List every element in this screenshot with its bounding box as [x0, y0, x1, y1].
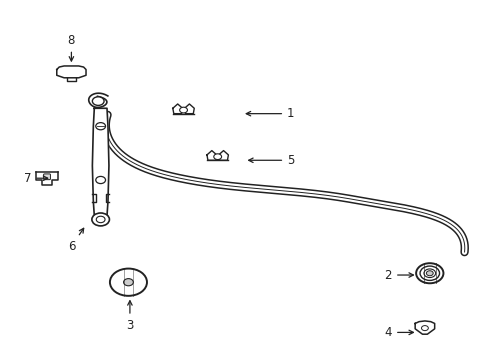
Circle shape — [415, 263, 443, 283]
Text: 3: 3 — [126, 301, 133, 332]
Circle shape — [110, 269, 147, 296]
Circle shape — [419, 266, 439, 280]
Text: 2: 2 — [384, 269, 412, 282]
Polygon shape — [414, 321, 434, 334]
Circle shape — [96, 123, 105, 130]
Circle shape — [96, 176, 105, 184]
Text: 8: 8 — [67, 33, 75, 61]
Text: 7: 7 — [24, 172, 48, 185]
Circle shape — [426, 271, 432, 276]
Polygon shape — [36, 172, 58, 185]
Circle shape — [92, 213, 109, 226]
Circle shape — [115, 272, 142, 292]
Text: 4: 4 — [384, 326, 412, 339]
Polygon shape — [172, 104, 182, 114]
Polygon shape — [206, 150, 216, 160]
Text: 6: 6 — [67, 228, 83, 253]
Circle shape — [120, 276, 137, 289]
Circle shape — [179, 107, 187, 113]
Polygon shape — [92, 108, 109, 216]
Circle shape — [213, 154, 221, 159]
Circle shape — [123, 279, 133, 286]
Circle shape — [423, 269, 435, 278]
Circle shape — [92, 97, 104, 105]
Polygon shape — [184, 104, 194, 114]
FancyBboxPatch shape — [43, 174, 50, 180]
Circle shape — [123, 279, 133, 286]
Text: 1: 1 — [246, 107, 294, 120]
Circle shape — [421, 325, 427, 330]
Polygon shape — [57, 66, 86, 78]
Text: 5: 5 — [248, 154, 294, 167]
Polygon shape — [218, 150, 228, 160]
Circle shape — [96, 216, 105, 223]
